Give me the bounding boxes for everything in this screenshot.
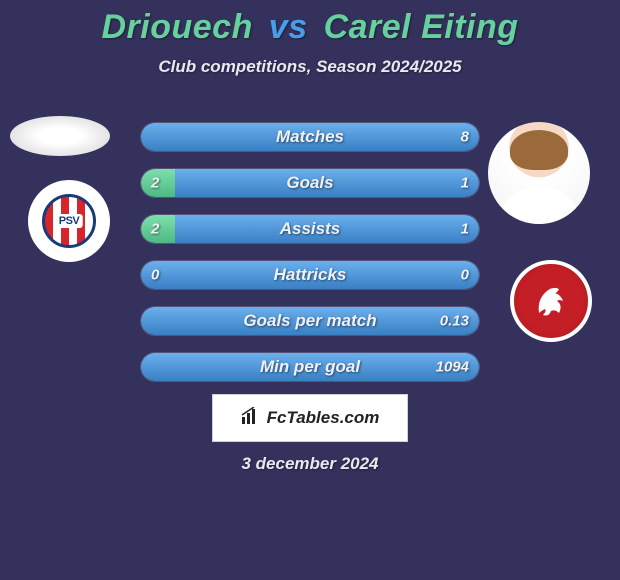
twente-logo-icon <box>529 279 573 323</box>
source-badge: FcTables.com <box>212 394 408 442</box>
stat-label: Min per goal <box>141 357 479 377</box>
player2-club-badge <box>510 260 592 342</box>
chart-icon <box>241 407 261 430</box>
stat-row: 8Matches <box>140 122 480 152</box>
comparison-title: Driouech vs Carel Eiting <box>0 0 620 47</box>
player1-club-badge <box>28 180 110 262</box>
stat-row: 21Assists <box>140 214 480 244</box>
stat-label: Assists <box>141 219 479 239</box>
source-label: FcTables.com <box>267 408 380 428</box>
player2-avatar <box>488 122 590 224</box>
subtitle: Club competitions, Season 2024/2025 <box>0 57 620 77</box>
player1-avatar <box>10 116 110 156</box>
stat-row: 00Hattricks <box>140 260 480 290</box>
psv-logo-icon <box>42 194 96 248</box>
player1-name: Driouech <box>101 8 252 46</box>
player2-name: Carel Eiting <box>324 8 519 46</box>
stat-row: 1094Min per goal <box>140 352 480 382</box>
date-label: 3 december 2024 <box>0 454 620 474</box>
stats-bars: 8Matches 21Goals 21Assists 00Hattricks 0.13G… <box>140 122 480 398</box>
stat-row: 0.13Goals per match <box>140 306 480 336</box>
stat-label: Goals per match <box>141 311 479 331</box>
vs-label: vs <box>269 8 308 46</box>
stat-label: Hattricks <box>141 265 479 285</box>
stat-label: Matches <box>141 127 479 147</box>
stat-label: Goals <box>141 173 479 193</box>
stat-row: 21Goals <box>140 168 480 198</box>
